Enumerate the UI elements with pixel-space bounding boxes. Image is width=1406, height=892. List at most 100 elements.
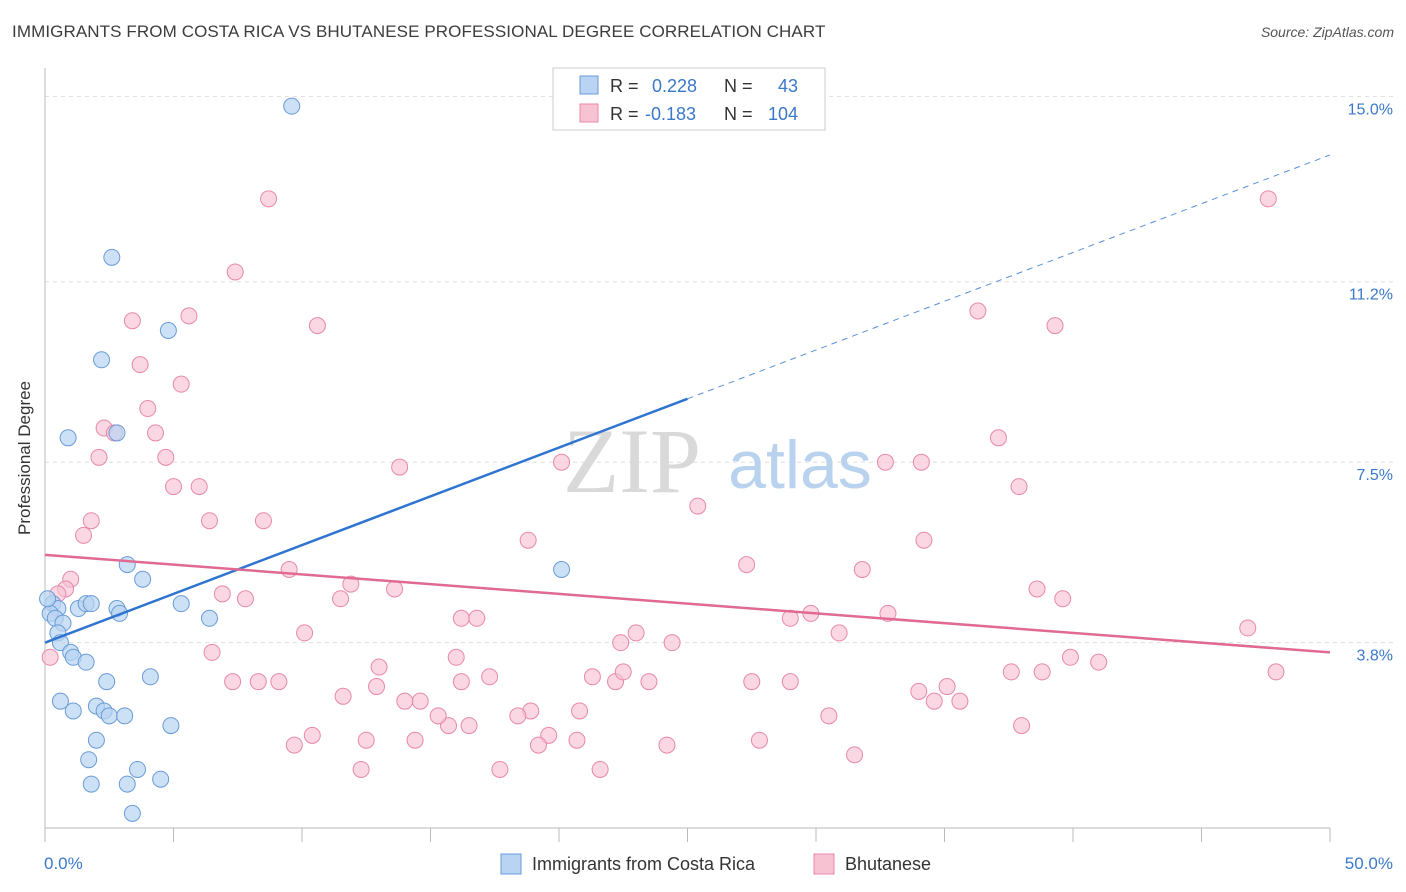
y-tick-label: 3.8% xyxy=(1357,648,1393,665)
data-point-bhutanese xyxy=(165,478,182,496)
data-point-bhutanese xyxy=(157,448,175,466)
data-point-bhutanese xyxy=(213,585,231,603)
bottom-legend-label: Immigrants from Costa Rica xyxy=(532,854,756,874)
data-point-bhutanese xyxy=(910,682,928,700)
legend-r-value: -0.183 xyxy=(645,104,696,124)
data-point-costa-rica xyxy=(172,595,190,613)
data-point-bhutanese xyxy=(1033,663,1051,681)
data-point-bhutanese xyxy=(172,375,190,393)
legend-n-value: 43 xyxy=(778,76,798,96)
data-point-bhutanese xyxy=(1028,580,1046,598)
data-point-bhutanese xyxy=(386,580,404,598)
data-point-bhutanese xyxy=(303,726,321,744)
data-point-costa-rica xyxy=(51,692,69,710)
data-point-bhutanese xyxy=(41,648,59,666)
data-point-bhutanese xyxy=(370,658,388,676)
gridlines xyxy=(45,95,1395,644)
data-point-costa-rica xyxy=(87,731,105,749)
data-point-bhutanese xyxy=(357,731,375,749)
trend-lines xyxy=(44,154,1331,654)
data-point-bhutanese xyxy=(460,717,478,735)
data-point-costa-rica xyxy=(116,707,134,725)
data-point-bhutanese xyxy=(1061,648,1079,666)
y-tick-label: 11.2% xyxy=(1349,287,1393,304)
data-point-costa-rica xyxy=(93,351,111,369)
legend-n-label: N = xyxy=(724,76,753,96)
data-point-bhutanese xyxy=(509,707,527,725)
data-point-bhutanese xyxy=(1046,317,1064,335)
data-point-bhutanese xyxy=(439,717,457,735)
data-point-bhutanese xyxy=(452,609,470,627)
data-point-costa-rica xyxy=(98,673,116,691)
x-tick-label-min: 0.0% xyxy=(44,854,83,873)
data-point-costa-rica xyxy=(82,775,100,793)
data-point-bhutanese xyxy=(830,624,848,642)
data-point-bhutanese xyxy=(334,687,352,705)
data-point-bhutanese xyxy=(391,458,409,476)
data-point-costa-rica xyxy=(118,556,136,574)
data-point-bhutanese xyxy=(1002,663,1020,681)
legend-n-label: N = xyxy=(724,104,753,124)
data-point-bhutanese xyxy=(846,746,864,764)
data-point-bhutanese xyxy=(411,692,429,710)
legend-swatch-blue xyxy=(579,75,599,95)
data-point-bhutanese xyxy=(308,317,326,335)
data-point-bhutanese xyxy=(429,707,447,725)
data-point-costa-rica xyxy=(118,775,136,793)
data-point-bhutanese xyxy=(280,560,298,578)
data-point-costa-rica xyxy=(553,560,571,578)
data-point-bhutanese xyxy=(529,736,547,754)
data-point-costa-rica xyxy=(200,609,218,627)
legend-r-label: R = xyxy=(610,76,639,96)
data-point-bhutanese xyxy=(781,673,799,691)
data-point-costa-rica xyxy=(123,804,141,822)
data-point-bhutanese xyxy=(226,263,244,281)
data-point-bhutanese xyxy=(147,424,165,442)
chart-title: IMMIGRANTS FROM COSTA RICA VS BHUTANESE … xyxy=(12,22,826,41)
trend-line-costa-rica-extension xyxy=(687,154,1331,400)
data-point-bhutanese xyxy=(368,678,386,696)
data-point-bhutanese xyxy=(190,478,208,496)
legend-box: R = 0.228 N = 43 R = -0.183 N = 104 xyxy=(552,67,826,131)
data-point-bhutanese xyxy=(591,760,609,778)
data-point-bhutanese xyxy=(969,302,987,320)
data-point-bhutanese xyxy=(553,453,571,471)
data-point-bhutanese xyxy=(270,673,288,691)
data-point-costa-rica xyxy=(152,770,170,788)
trend-line-costa-rica xyxy=(44,397,688,644)
data-point-bhutanese xyxy=(406,731,424,749)
data-point-bhutanese xyxy=(583,668,601,686)
data-point-bhutanese xyxy=(750,731,768,749)
data-point-bhutanese xyxy=(571,702,589,720)
data-point-costa-rica xyxy=(108,424,126,442)
data-point-bhutanese xyxy=(853,560,871,578)
data-point-costa-rica xyxy=(283,97,301,115)
bottom-legend-swatch-pink xyxy=(813,853,835,875)
data-point-bhutanese xyxy=(1259,190,1277,208)
data-point-bhutanese xyxy=(249,673,267,691)
data-point-bhutanese xyxy=(568,731,586,749)
data-point-bhutanese xyxy=(396,692,414,710)
legend-n-value: 104 xyxy=(768,104,798,124)
data-point-costa-rica xyxy=(82,595,100,613)
data-point-costa-rica xyxy=(100,707,118,725)
data-point-costa-rica xyxy=(159,322,177,340)
data-point-bhutanese xyxy=(519,531,537,549)
bottom-legend: Immigrants from Costa Rica Bhutanese xyxy=(500,853,931,875)
bottom-legend-swatch-blue xyxy=(500,853,522,875)
legend-r-value: 0.228 xyxy=(652,76,697,96)
series-bhutanese xyxy=(41,190,1285,778)
data-point-bhutanese xyxy=(612,634,630,652)
y-axis-label: Professional Degree xyxy=(15,381,34,535)
series-costa-rica xyxy=(39,97,571,822)
legend-swatch-pink xyxy=(579,103,599,123)
data-point-bhutanese xyxy=(989,429,1007,447)
data-point-costa-rica xyxy=(141,668,159,686)
legend-r-label: R = xyxy=(610,104,639,124)
data-point-bhutanese xyxy=(743,673,761,691)
data-point-bhutanese xyxy=(254,512,272,530)
data-point-costa-rica xyxy=(129,760,147,778)
trend-line-bhutanese xyxy=(44,553,1331,654)
y-tick-label: 7.5% xyxy=(1357,467,1393,484)
data-point-bhutanese xyxy=(296,624,314,642)
